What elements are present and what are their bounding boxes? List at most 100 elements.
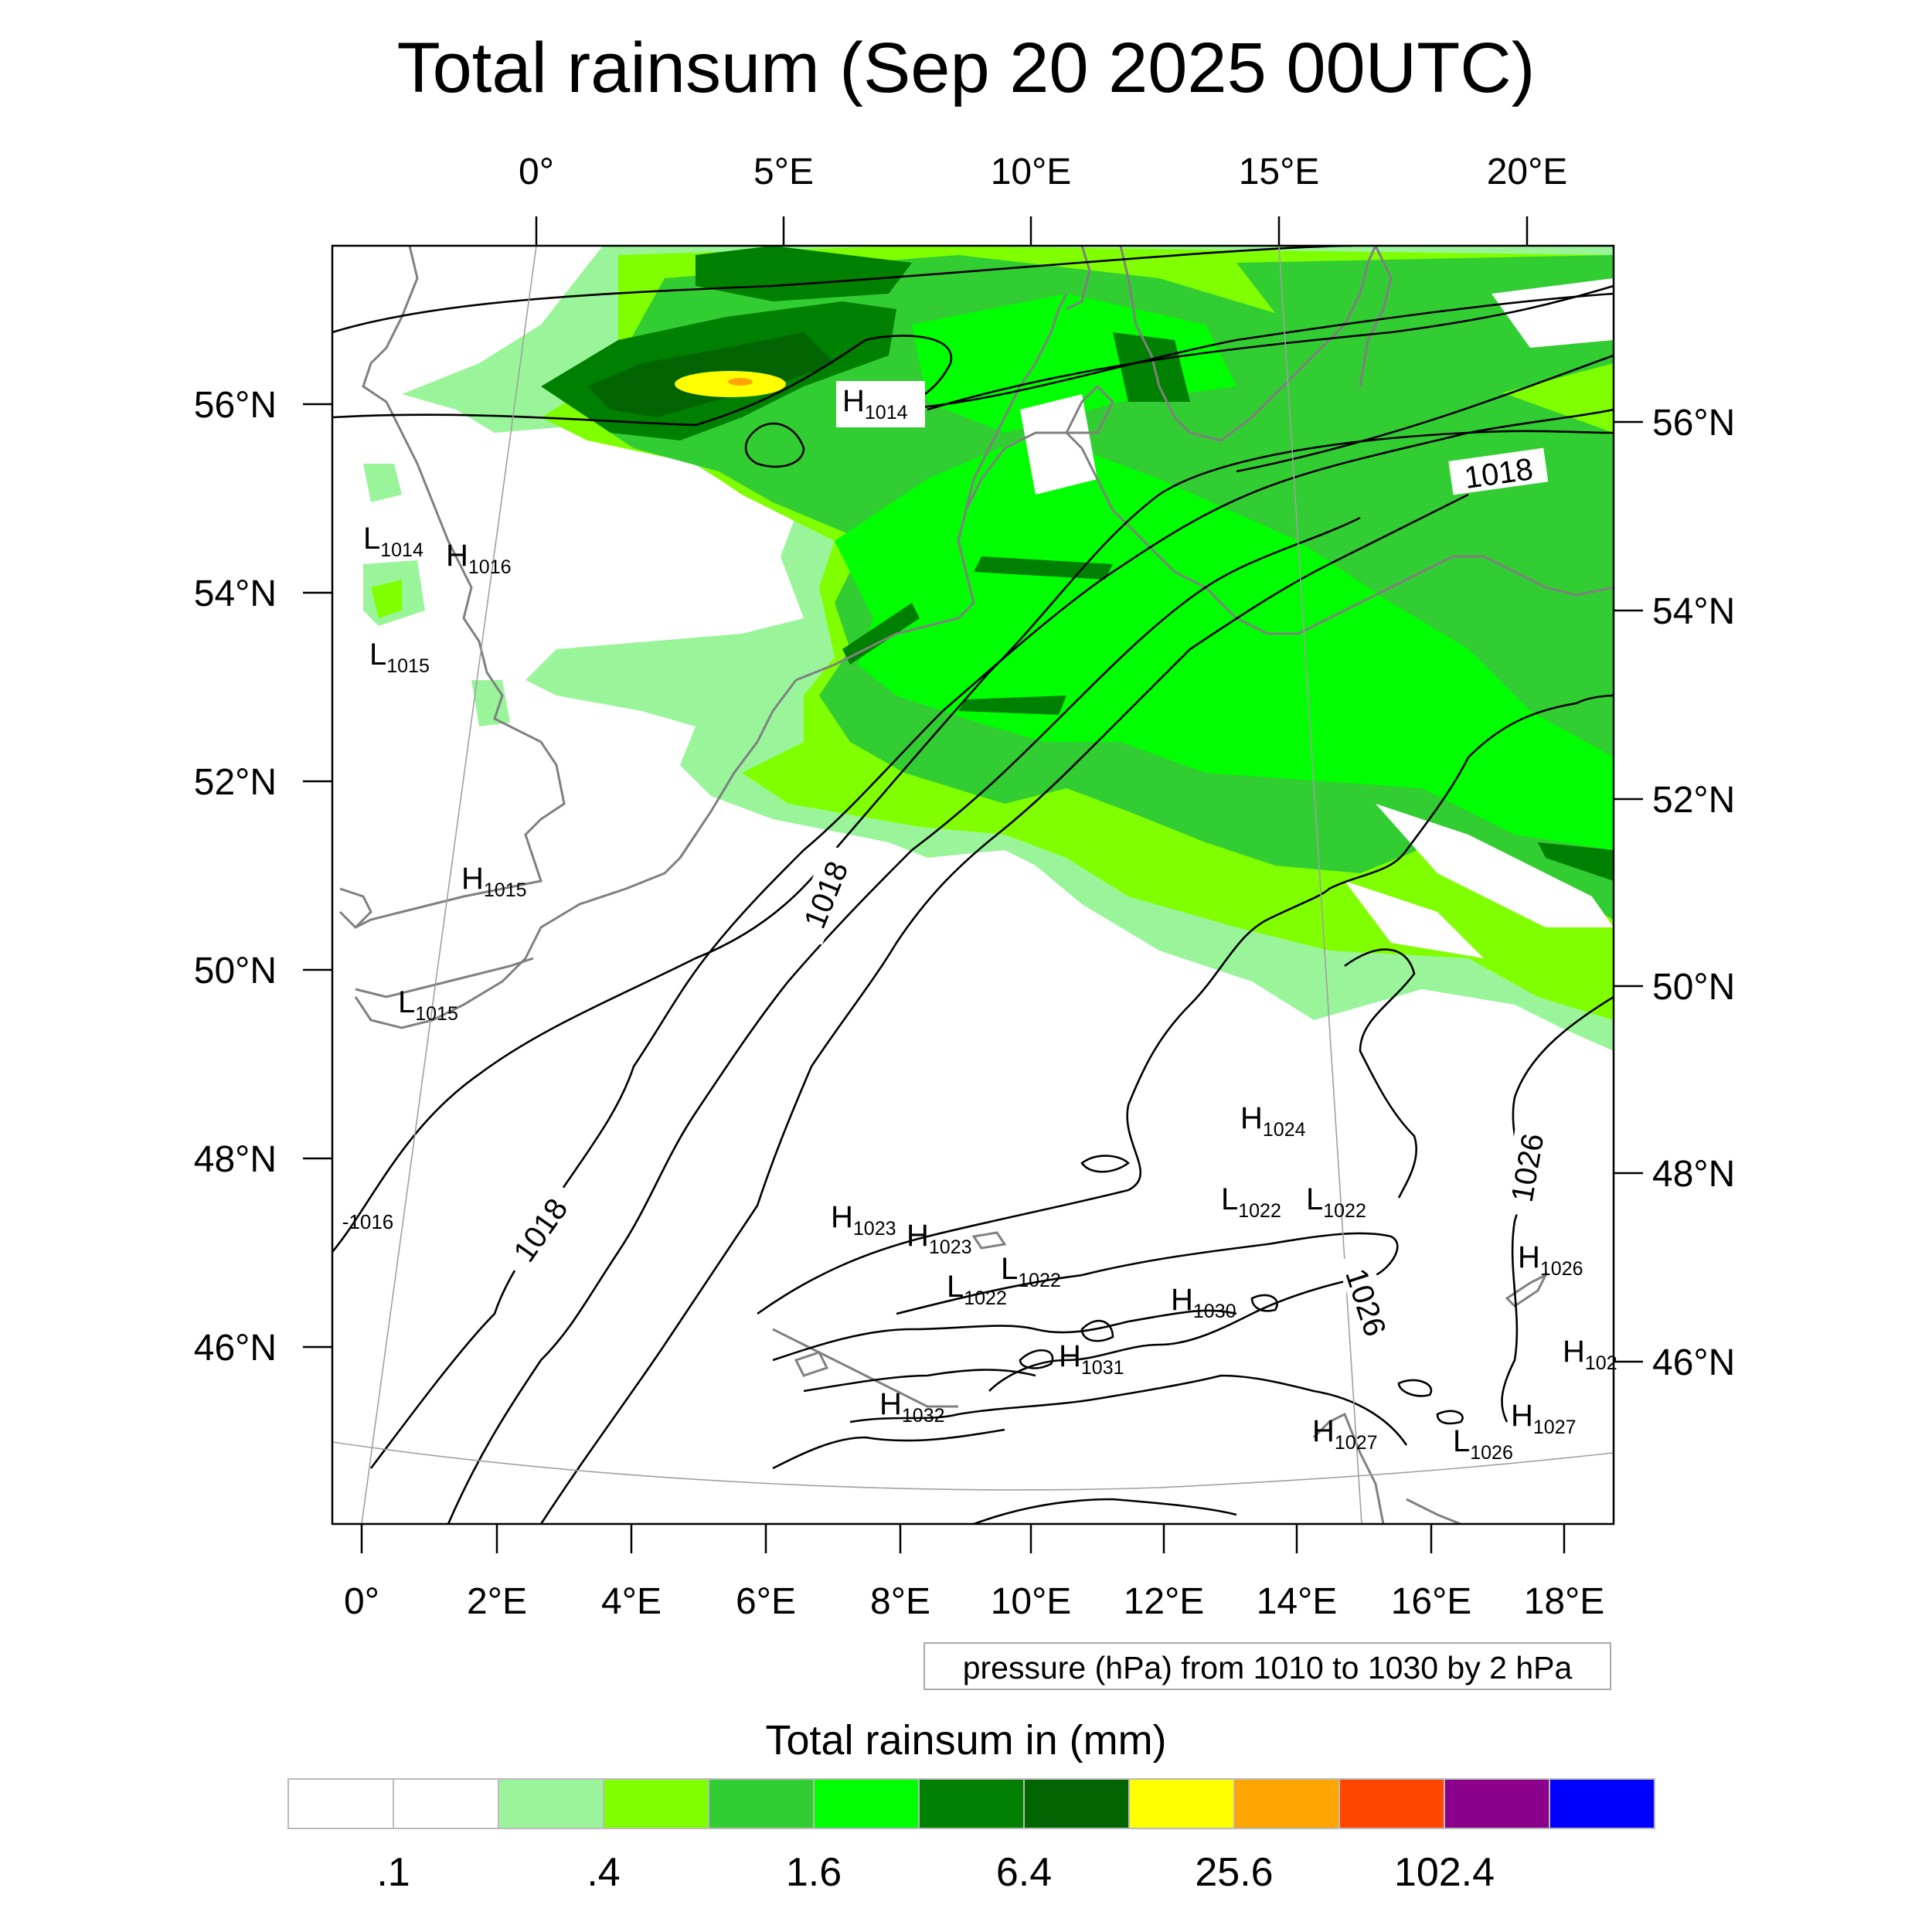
isobar-1014-closed [744, 422, 805, 468]
colorbar-tick-label: 1.6 [786, 1850, 842, 1895]
left-latitude-labels: 56°N 54°N 52°N 50°N 48°N 46°N [194, 385, 277, 1369]
colorbar-swatch [603, 1778, 709, 1829]
contour-info-box: pressure (hPa) from 1010 to 1030 by 2 hP… [923, 1642, 1611, 1690]
lake-balaton [1505, 1272, 1549, 1308]
rain-streak-dark3 [842, 603, 920, 665]
rain-patch-uk2 [471, 680, 510, 726]
coastline-france [354, 834, 697, 1029]
colorbar-swatch [1338, 1778, 1445, 1829]
lon-label: 15°E [1239, 151, 1320, 192]
coastline-england-south [355, 957, 534, 998]
meridian-0 [361, 246, 537, 1524]
colorbar-swatch [498, 1778, 604, 1829]
pressure-center: H1030 [1171, 1283, 1236, 1322]
pressure-center: L1014 [363, 522, 423, 561]
lon-label: 20°E [1487, 151, 1568, 192]
lon-label: 6°E [736, 1581, 796, 1622]
isobar-north-3 [927, 284, 1614, 411]
colorbar-swatch [813, 1778, 920, 1829]
rain-area-bright [835, 433, 1614, 850]
pressure-center-labels: H1014 L1014 H1016 L1015 H1015 L1015 H102… [363, 381, 1617, 1464]
map-title: Total rainsum (Sep 20 2025 00UTC) [396, 29, 1536, 107]
colorbar-swatch [393, 1778, 499, 1829]
colorbar-swatch [708, 1778, 815, 1829]
isobar-loop-1 [1080, 1155, 1130, 1173]
coastline-baltic-north [1359, 246, 1393, 387]
lake-constance [971, 1231, 1007, 1250]
colorbar-tick-label: .1 [376, 1850, 410, 1895]
parallel-45n [332, 1441, 1614, 1491]
lake-geneva [794, 1351, 829, 1377]
lat-label: 46°N [1652, 1342, 1735, 1383]
lon-label: 5°E [753, 151, 814, 192]
lat-label: 52°N [1652, 780, 1735, 821]
pressure-center: H1014 [842, 384, 908, 423]
pressure-center: H1031 [1059, 1339, 1124, 1379]
isobar-1024 [757, 694, 1614, 1315]
lat-label: 50°N [194, 951, 277, 992]
lon-label: 14°E [1257, 1581, 1338, 1622]
isobar-label: 1026 [1505, 1131, 1551, 1204]
rain-gap-4 [1345, 881, 1484, 958]
rain-peak-orange [728, 378, 753, 386]
pressure-center: H1026 [1518, 1240, 1583, 1280]
isobar-alps-2 [772, 1309, 1237, 1362]
rain-streak-north [912, 294, 1236, 433]
colorbar-tick-labels: .1 .4 1.6 6.4 25.6 102.4 [376, 1850, 1495, 1895]
lat-label: 46°N [194, 1328, 277, 1369]
isobar-alps-3 [803, 1369, 1036, 1393]
coastline-sweden [1119, 246, 1377, 442]
isobar-north-2 [332, 292, 1614, 427]
isobar-north-1 [332, 246, 1353, 334]
pressure-center: L1015 [369, 638, 430, 677]
isobar-loop-4 [1436, 1410, 1464, 1425]
colorbar-tick-label: 102.4 [1394, 1850, 1495, 1895]
lat-label: 50°N [1652, 967, 1735, 1008]
rain-gap-2 [1376, 804, 1614, 927]
isobar-north-4 [1236, 354, 1614, 473]
lat-label: 54°N [1652, 591, 1735, 632]
coastline-norway [1066, 246, 1091, 311]
rain-streak-dark5 [1538, 842, 1614, 881]
colorbar-swatch [287, 1778, 394, 1829]
pressure-center: L1026 [1453, 1424, 1513, 1464]
lat-label: 56°N [194, 385, 277, 426]
isobar-label: -1016 [342, 1210, 394, 1233]
coastline-denmark-islands [1064, 384, 1114, 434]
pressure-center: H1023 [906, 1219, 972, 1258]
colorbar-swatch [1549, 1778, 1655, 1829]
rain-gap-1 [1020, 394, 1097, 495]
coastline-benelux [679, 679, 798, 859]
lat-label: 56°N [1652, 403, 1735, 444]
coastline-scotland [338, 246, 566, 929]
pressure-center: L1022 [947, 1270, 1007, 1309]
lat-label: 48°N [194, 1139, 277, 1180]
coastline-wales [339, 887, 372, 929]
bottom-longitude-labels: 0° 2°E 4°E 6°E 8°E 10°E 12°E 14°E 16°E 1… [344, 1581, 1604, 1622]
lat-label: 48°N [1652, 1154, 1735, 1195]
lat-label: 52°N [194, 762, 277, 803]
pressure-center: L1022 [1306, 1182, 1366, 1222]
map-frame [331, 244, 1615, 1526]
border-switzerland [772, 1328, 958, 1408]
isobar-1016 [332, 430, 1614, 1253]
pressure-center: L1015 [398, 985, 458, 1025]
lon-label: 4°E [601, 1581, 662, 1622]
isobars [332, 246, 1614, 1524]
coastline-adriatic [1406, 1498, 1461, 1524]
pressure-center: H1032 [879, 1387, 945, 1427]
colorbar-tick-label: 6.4 [996, 1850, 1052, 1895]
lon-label: 12°E [1124, 1581, 1205, 1622]
rain-streak-dark4 [958, 696, 1066, 715]
pressure-center: L1022 [1001, 1252, 1061, 1291]
pressure-center: L1022 [1221, 1182, 1281, 1222]
pressure-center: H1027 [1312, 1414, 1378, 1454]
isobar-loop-3 [1397, 1379, 1433, 1397]
pressure-center: H102 [1563, 1335, 1617, 1374]
rain-patch-uk3 [363, 464, 402, 502]
coastline-germany-north [795, 431, 1298, 682]
coastline-denmark [957, 293, 1068, 573]
right-latitude-labels: 56°N 54°N 52°N 50°N 48°N 46°N [1652, 403, 1735, 1383]
coastline-baltic [1298, 555, 1614, 635]
